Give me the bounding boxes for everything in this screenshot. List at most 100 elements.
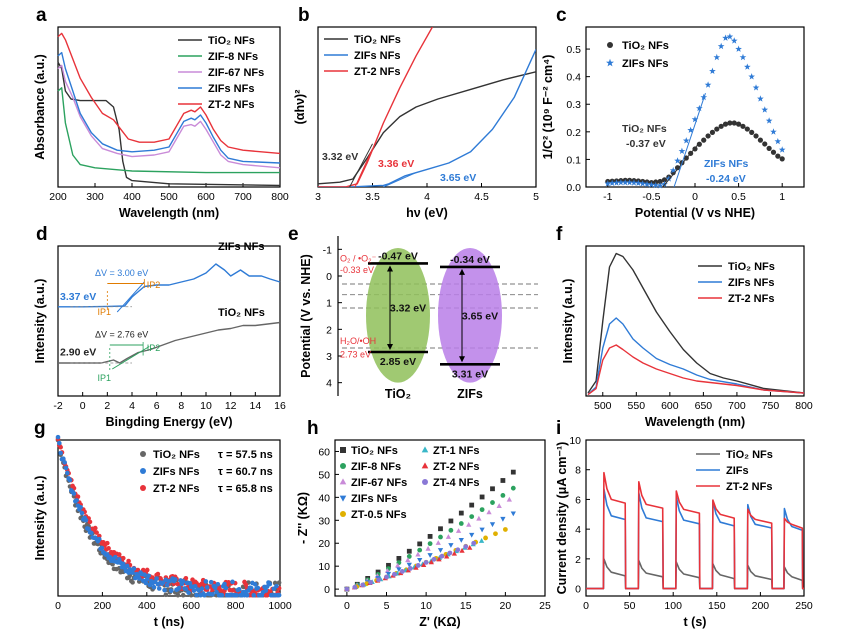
data-point bbox=[621, 179, 629, 186]
y-axis-title: Potential (V vs. NHE) bbox=[299, 254, 313, 378]
data-point bbox=[407, 566, 413, 571]
band-gap-label: 3.65 eV bbox=[462, 311, 498, 323]
legend-swatch bbox=[421, 446, 429, 453]
data-point bbox=[753, 133, 759, 139]
x-tick-label: 400 bbox=[138, 600, 156, 612]
legend-label: TiO₂ NFs bbox=[354, 34, 401, 46]
data-point bbox=[722, 121, 729, 127]
legend-label: ZT-0.5 NFs bbox=[351, 509, 407, 521]
data-point bbox=[496, 503, 502, 508]
tangent-line bbox=[116, 281, 145, 313]
data-point bbox=[493, 531, 498, 537]
data-point bbox=[204, 585, 210, 590]
y-axis-title: Absorbance (a.u.) bbox=[33, 54, 47, 160]
data-point bbox=[396, 556, 402, 561]
data-point bbox=[155, 571, 161, 577]
y-tick-label: 0.1 bbox=[566, 154, 581, 166]
data-point bbox=[248, 585, 254, 591]
data-point bbox=[757, 95, 764, 102]
data-point bbox=[274, 583, 279, 589]
x-tick-label: 50 bbox=[624, 600, 636, 612]
fit-line bbox=[673, 93, 706, 188]
data-point bbox=[244, 592, 250, 598]
data-point bbox=[222, 581, 227, 587]
x-tick-label: 200 bbox=[752, 600, 770, 612]
data-point bbox=[490, 500, 495, 505]
data-point bbox=[151, 584, 157, 590]
data-point bbox=[500, 478, 506, 483]
data-point bbox=[438, 526, 443, 532]
tangent-line bbox=[383, 172, 417, 187]
plot-frame bbox=[317, 26, 537, 188]
data-point bbox=[714, 126, 720, 132]
series-line-4 bbox=[57, 32, 281, 155]
annotation-label: IP1 bbox=[97, 373, 111, 383]
x-tick-label: 750 bbox=[762, 400, 780, 412]
data-point bbox=[55, 434, 61, 440]
x-tick-label: 2 bbox=[104, 400, 110, 412]
redox-couple-label: O₂ / •O₂⁻ bbox=[340, 253, 377, 263]
x-tick-label: -0.5 bbox=[642, 191, 660, 203]
data-point bbox=[406, 548, 412, 554]
tangent-line bbox=[349, 143, 373, 187]
vb-energy-label: 3.31 eV bbox=[452, 368, 488, 380]
data-point bbox=[352, 584, 358, 590]
tangent-line bbox=[112, 346, 150, 370]
data-point bbox=[648, 181, 655, 188]
data-point bbox=[212, 585, 218, 591]
legend-label: ZIF-8 NFs bbox=[208, 51, 258, 63]
data-point bbox=[104, 540, 110, 546]
data-point bbox=[752, 84, 760, 91]
data-point bbox=[765, 117, 773, 124]
data-point bbox=[731, 120, 737, 126]
data-point bbox=[478, 538, 485, 543]
material-label: ZIFs bbox=[457, 387, 483, 401]
series-line-3 bbox=[57, 51, 281, 164]
cb-energy-label: -0.47 eV bbox=[378, 250, 418, 262]
panel-a-absorbance: a 200 300 400 500 600 700 800 Wavelength (nm) Abs… bbox=[33, 5, 289, 220]
x-tick-label: 250 bbox=[795, 600, 813, 612]
annotation-label: 2.90 eV bbox=[60, 347, 96, 359]
data-point bbox=[455, 528, 462, 533]
data-point bbox=[740, 123, 746, 129]
legend-label: ZIFs NFs bbox=[351, 493, 397, 505]
data-point bbox=[392, 571, 397, 577]
data-point bbox=[58, 444, 63, 450]
data-point bbox=[62, 460, 67, 465]
data-point bbox=[471, 540, 477, 546]
x-tick-label: 800 bbox=[271, 191, 289, 203]
data-point bbox=[71, 491, 77, 496]
data-point bbox=[486, 509, 492, 515]
data-point bbox=[431, 556, 437, 562]
data-point bbox=[180, 592, 186, 598]
data-point bbox=[360, 582, 366, 588]
data-point bbox=[78, 504, 83, 510]
panel-g-trpl-decay: g 0 200 400 600 800 1000 t (ns) Intensity (a.u.)… bbox=[33, 418, 292, 629]
data-point bbox=[234, 592, 239, 598]
data-point bbox=[131, 566, 137, 571]
series-line-0 bbox=[58, 263, 281, 308]
y-tick-label: 4 bbox=[326, 378, 332, 390]
panel-label: h bbox=[307, 418, 319, 439]
data-point bbox=[92, 525, 98, 531]
data-point bbox=[709, 129, 716, 135]
data-point bbox=[479, 494, 485, 500]
data-point bbox=[466, 521, 472, 527]
y-tick-label: 8 bbox=[575, 465, 581, 477]
data-point bbox=[156, 586, 162, 591]
data-point bbox=[427, 553, 433, 558]
data-point bbox=[687, 126, 694, 133]
legend-swatch bbox=[339, 495, 347, 502]
data-point bbox=[63, 465, 69, 471]
data-point bbox=[630, 179, 638, 186]
y-tick-label: 60 bbox=[318, 446, 330, 458]
annotation-label: 3.36 eV bbox=[378, 158, 414, 170]
data-point bbox=[510, 511, 516, 517]
x-axis-title: hν (eV) bbox=[406, 206, 448, 220]
legend-swatch bbox=[140, 485, 146, 491]
y-tick-label: 3 bbox=[326, 351, 332, 363]
data-point bbox=[183, 575, 189, 581]
data-point bbox=[701, 137, 707, 143]
tau-label: τ = 65.8 ns bbox=[218, 483, 273, 495]
data-point bbox=[510, 469, 516, 475]
